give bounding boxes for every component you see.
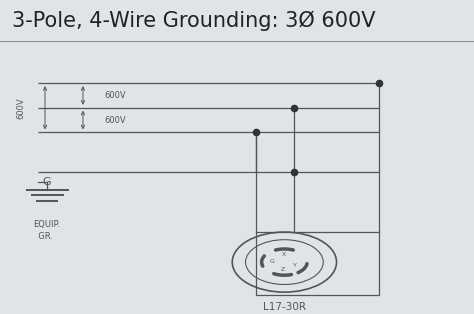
Text: Y: Y (293, 263, 297, 268)
Text: 600V: 600V (104, 91, 126, 100)
Text: Z: Z (281, 267, 285, 272)
Text: 3-Pole, 4-Wire Grounding: 3Ø 600V: 3-Pole, 4-Wire Grounding: 3Ø 600V (12, 10, 375, 30)
Text: X: X (283, 252, 286, 257)
Bar (256, 232, 379, 295)
Text: G: G (270, 259, 274, 264)
Text: 600V: 600V (104, 116, 126, 125)
Text: G: G (43, 176, 51, 187)
Text: EQUIP.
  GR.: EQUIP. GR. (33, 220, 60, 241)
Text: L17-30R: L17-30R (263, 302, 306, 312)
Text: 600V: 600V (17, 97, 26, 119)
